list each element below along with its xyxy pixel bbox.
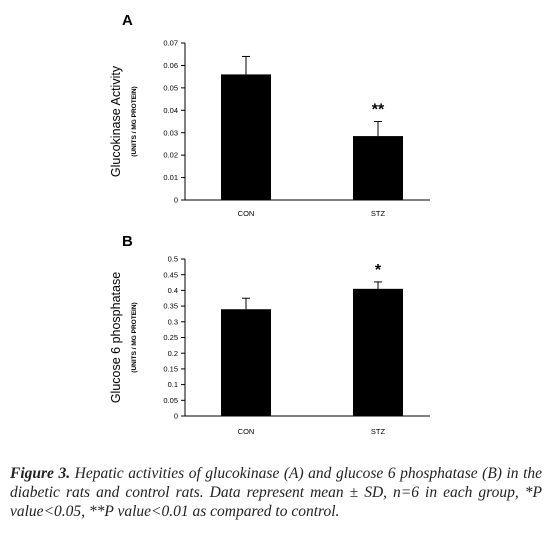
panel-b-label: B [122,233,133,250]
panel-b-y-tick-label: 0.3 [168,317,178,326]
figure-caption: Figure 3. Hepatic activities of glucokin… [10,464,542,521]
panel-b-y-tick-label: 0.5 [168,255,178,264]
panel-b-y-tick-label: 0.2 [168,349,178,358]
panel-a-y-tick-label: 0.06 [163,61,178,70]
panel-a-label: A [122,12,133,29]
panel-b-y-tick-label: 0.35 [163,302,178,311]
panel-a-bar [221,74,271,200]
figure-caption-text: Hepatic activities of glucokinase (A) an… [10,465,542,520]
panel-b-y-tick-label: 0.05 [163,396,178,405]
panel-b-y-tick-label: 0 [174,412,178,421]
figure: 0 0.01 0.02 0.03 0.04 0.05 0.06 0.07 CON STZ ** A Gl… [109,12,430,436]
panel-a-y-axis-title: Glucokinase Activity [109,65,123,177]
panel-b-y-tick-label: 0.4 [168,286,178,295]
panel-b-y-tick-label: 0.15 [163,365,178,374]
panel-a-y-tick-label: 0.04 [163,106,178,115]
panel-b-category-label: STZ [371,427,386,436]
panel-a-significance-mark: ** [372,102,385,119]
panel-b-category-label: CON [238,427,255,436]
panel-b-significance-mark: * [375,262,382,279]
panel-a-category-label: CON [238,209,255,218]
panel-a-y-tick-label: 0.01 [163,173,178,182]
panel-b-y-tick-label: 0.25 [163,333,178,342]
panel-a-y-tick-label: 0.05 [163,83,178,92]
panel-b-y-axis-units: (UNITS / MG PROTEIN) [131,302,138,372]
panel-b-y-tick-label: 0.45 [163,270,178,279]
panel-a-category-label: STZ [371,209,386,218]
panel-a-bar [353,136,403,200]
figure-caption-label: Figure 3. [10,465,71,482]
panel-a-y-tick-label: 0.02 [163,151,178,160]
panel-b-y-axis-title: Glucose 6 phosphatase [109,272,123,403]
panel-b-bar [353,288,403,416]
panel-a-y-tick-label: 0 [174,196,178,205]
panel-a-y-axis-units: (UNITS / MG PROTEIN) [131,86,138,156]
panel-b-bar [221,309,271,416]
panel-b-y-tick-label: 0.1 [168,380,178,389]
panel-a-y-tick-label: 0.03 [163,128,178,137]
panel-a-y-tick-label: 0.07 [163,39,178,48]
